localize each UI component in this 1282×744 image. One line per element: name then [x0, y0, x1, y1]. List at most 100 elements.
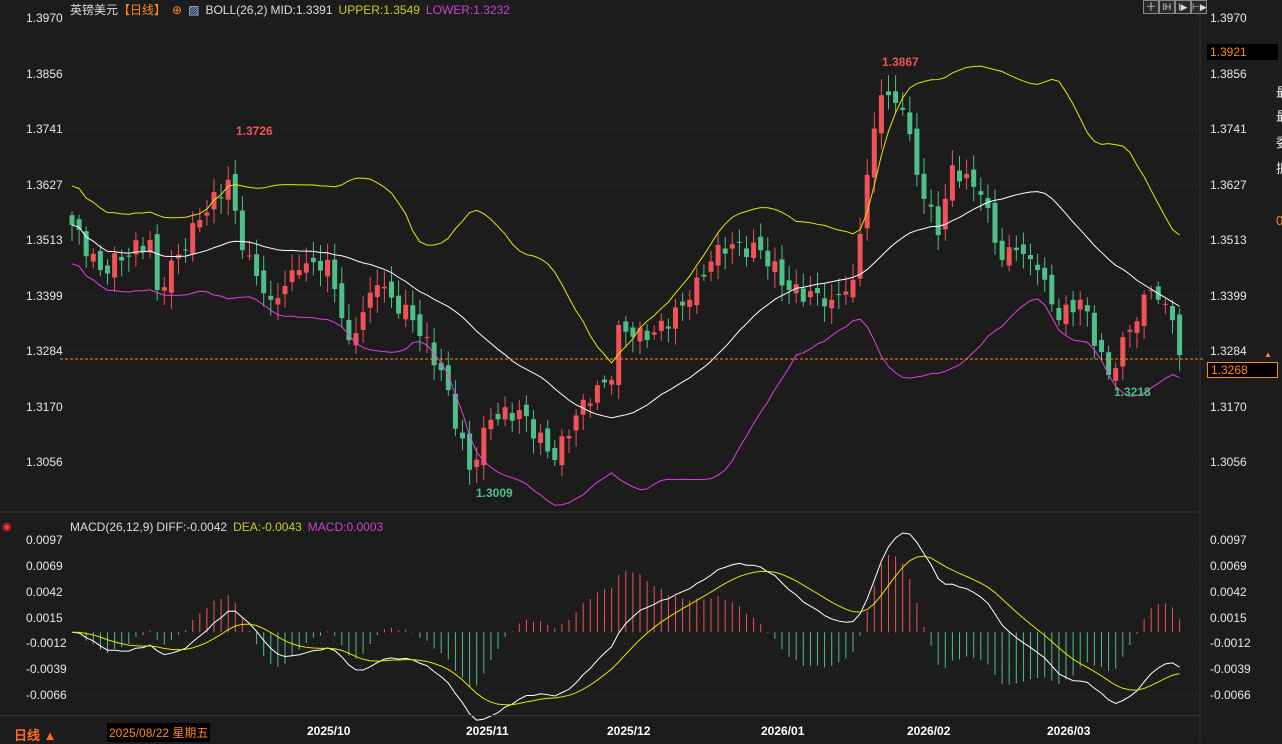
price-axis-label-right: 1.3741	[1210, 122, 1247, 136]
candle-down	[310, 257, 316, 263]
annotation-high-2: 1.3867	[882, 55, 919, 69]
candle-down	[1106, 352, 1112, 376]
candle-up	[1113, 368, 1119, 381]
move-right-tool-button[interactable]: ⊢▶	[1191, 0, 1207, 14]
candle-down	[935, 206, 941, 236]
candle-down	[438, 362, 444, 371]
candle-down	[1170, 306, 1175, 321]
candle-up	[303, 263, 309, 273]
date-tick: 2026/01	[761, 724, 805, 738]
scroll-up-icon[interactable]: ▲	[1264, 350, 1272, 359]
macd-axis-label-right: 0.0015	[1210, 610, 1247, 625]
crosshair-tool-button[interactable]: 十	[1143, 0, 1159, 14]
candle-down	[452, 393, 458, 429]
candle-down	[126, 255, 132, 257]
candle-up	[673, 307, 678, 329]
candle-down	[623, 321, 629, 332]
candle-down	[1020, 244, 1026, 255]
price-axis-label-left: 1.3056	[26, 455, 63, 469]
candle-down	[800, 288, 806, 302]
crosshair-icon[interactable]: ⊕	[172, 3, 183, 17]
candle-up	[878, 95, 884, 134]
boll-lower: LOWER:1.3232	[425, 3, 510, 17]
candle-down	[261, 270, 267, 294]
candle-up	[502, 407, 508, 420]
candle-up	[637, 327, 643, 342]
price-axis-label-right: 1.3056	[1210, 455, 1247, 469]
candle-up	[871, 128, 877, 178]
candle-down	[928, 204, 934, 207]
macd-settings-icon[interactable]: ◉	[2, 521, 12, 533]
side-panel-text: 最	[1276, 82, 1282, 101]
candle-down	[1013, 247, 1019, 251]
macd-axis-label-right: -0.0012	[1210, 636, 1251, 651]
candle-down	[545, 428, 551, 452]
play-tool-button[interactable]: l▶	[1175, 0, 1191, 14]
high-price-tag: 1.3921	[1207, 44, 1278, 60]
macd-axis-label-left: 0.0069	[26, 558, 63, 573]
macd-axis-label-right: -0.0066	[1210, 688, 1251, 702]
candle-up	[282, 285, 288, 295]
candle-up	[609, 379, 615, 385]
candle-down	[985, 198, 991, 208]
candle-up	[289, 270, 295, 283]
period-toggle-button[interactable]: 日线 ▲	[14, 728, 57, 743]
macd-diff: DIFF:-0.0042	[156, 520, 228, 534]
indicator-icon[interactable]: ▨	[188, 3, 200, 17]
candle-down	[978, 191, 984, 195]
boll-upper-line	[71, 65, 1180, 364]
macd-value: MACD:0.0003	[307, 520, 384, 534]
candle-down	[552, 447, 558, 461]
candle-up	[807, 291, 813, 298]
annotation-high-1: 1.3726	[236, 124, 273, 138]
symbol-label: 英镑美元	[70, 3, 119, 17]
price-axis-label-left: 1.3627	[26, 177, 63, 192]
candle-up	[772, 261, 778, 273]
candle-up	[538, 432, 544, 444]
candle-up	[658, 320, 664, 331]
macd-axis-label-right: 0.0097	[1210, 533, 1247, 547]
price-axis-label-right: 1.3856	[1210, 66, 1247, 81]
candle-up	[949, 165, 955, 201]
candle-down	[630, 327, 636, 337]
boll-lower-line	[71, 263, 1180, 506]
candle-up	[573, 415, 579, 431]
macd-axis-label-left: -0.0039	[26, 662, 67, 677]
candle-up	[247, 255, 252, 257]
candle-up	[687, 299, 693, 307]
candle-up	[360, 312, 366, 330]
price-axis-label-right: 1.3970	[1210, 11, 1247, 25]
candle-down	[154, 234, 160, 291]
candle-up	[594, 385, 600, 403]
candle-down	[254, 254, 260, 276]
candle-down	[346, 319, 352, 341]
candle-down	[332, 259, 338, 290]
price-axis-label-left: 1.3741	[26, 122, 63, 136]
candle-down	[701, 274, 707, 277]
candle-down	[957, 170, 962, 182]
candle-down	[232, 174, 238, 211]
candle-up	[381, 286, 387, 289]
candle-up	[559, 436, 565, 466]
side-panel-text: 振	[1276, 158, 1282, 177]
candle-down	[907, 112, 913, 135]
macd-axis-label-right: 0.0069	[1210, 558, 1247, 573]
side-panel-text: 0	[1276, 213, 1282, 228]
candle-down	[318, 261, 323, 271]
candle-up	[694, 277, 700, 306]
candle-down	[779, 259, 785, 286]
candle-up	[1077, 299, 1083, 310]
macd-axis-label-left: 0.0097	[26, 533, 63, 547]
price-axis-label-left: 1.3513	[26, 233, 63, 247]
side-panel-text: 委	[1276, 132, 1282, 151]
zoom-tool-button[interactable]: lH	[1159, 0, 1175, 14]
candle-up	[90, 253, 96, 262]
date-tick: 2025/10	[307, 724, 351, 738]
candle-up	[566, 436, 572, 439]
candle-up	[516, 410, 522, 420]
candle-up	[850, 279, 856, 298]
candle-up	[353, 333, 359, 346]
period-label: 【日线】	[118, 3, 167, 17]
candle-down	[900, 107, 906, 110]
